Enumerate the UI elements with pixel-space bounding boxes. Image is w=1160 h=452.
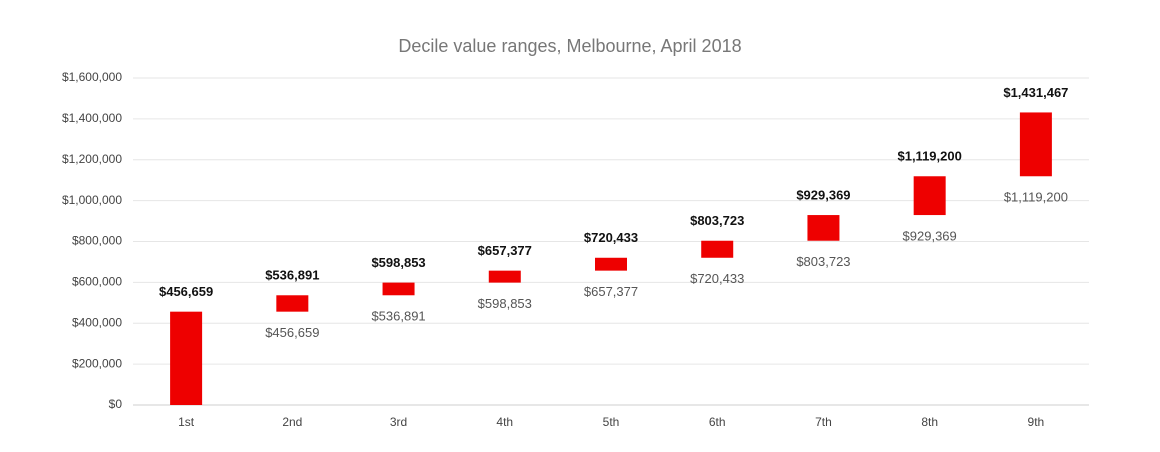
- x-tick-label: 7th: [815, 415, 832, 429]
- high-label: $720,433: [584, 230, 638, 245]
- y-tick-label: $400,000: [72, 315, 122, 329]
- y-tick-label: $1,600,000: [62, 70, 122, 84]
- x-tick-label: 8th: [921, 415, 938, 429]
- high-label: $929,369: [796, 187, 850, 202]
- y-tick-label: $1,400,000: [62, 111, 122, 125]
- range-bar: [701, 240, 734, 258]
- low-label: $536,891: [371, 309, 425, 324]
- range-bar: [170, 311, 203, 405]
- x-tick-label: 2nd: [282, 415, 302, 429]
- x-tick-label: 4th: [496, 415, 513, 429]
- high-label: $803,723: [690, 213, 744, 228]
- low-label: $657,377: [584, 284, 638, 299]
- x-tick-label: 1st: [178, 415, 195, 429]
- high-label: $536,891: [265, 268, 319, 283]
- low-label: $598,853: [478, 296, 532, 311]
- high-label: $456,659: [159, 284, 213, 299]
- range-bar: [807, 215, 840, 241]
- low-label: $929,369: [903, 228, 957, 243]
- x-tick-label: 6th: [709, 415, 726, 429]
- y-tick-label: $800,000: [72, 234, 122, 248]
- range-bar: [382, 282, 415, 296]
- y-tick-label: $600,000: [72, 275, 122, 289]
- chart-title: Decile value ranges, Melbourne, April 20…: [398, 36, 741, 56]
- range-bar: [595, 257, 627, 271]
- x-tick-label: 5th: [603, 415, 620, 429]
- y-tick-label: $0: [109, 397, 123, 411]
- range-bar: [488, 270, 521, 283]
- y-tick-label: $1,200,000: [62, 152, 122, 166]
- range-bar: [276, 295, 309, 312]
- x-tick-label: 3rd: [390, 415, 407, 429]
- high-label: $1,119,200: [897, 149, 961, 164]
- range-bar: [913, 176, 946, 216]
- high-label: $598,853: [371, 255, 425, 270]
- low-label: $1,119,200: [1004, 190, 1068, 205]
- high-label: $1,431,467: [1003, 85, 1068, 100]
- range-bar: [1019, 112, 1052, 177]
- x-tick-label: 9th: [1028, 415, 1045, 429]
- low-label: $803,723: [796, 254, 850, 269]
- low-label: $456,659: [265, 325, 319, 340]
- y-tick-label: $1,000,000: [62, 193, 122, 207]
- high-label: $657,377: [478, 243, 532, 258]
- low-label: $720,433: [690, 271, 744, 286]
- y-tick-label: $200,000: [72, 356, 122, 370]
